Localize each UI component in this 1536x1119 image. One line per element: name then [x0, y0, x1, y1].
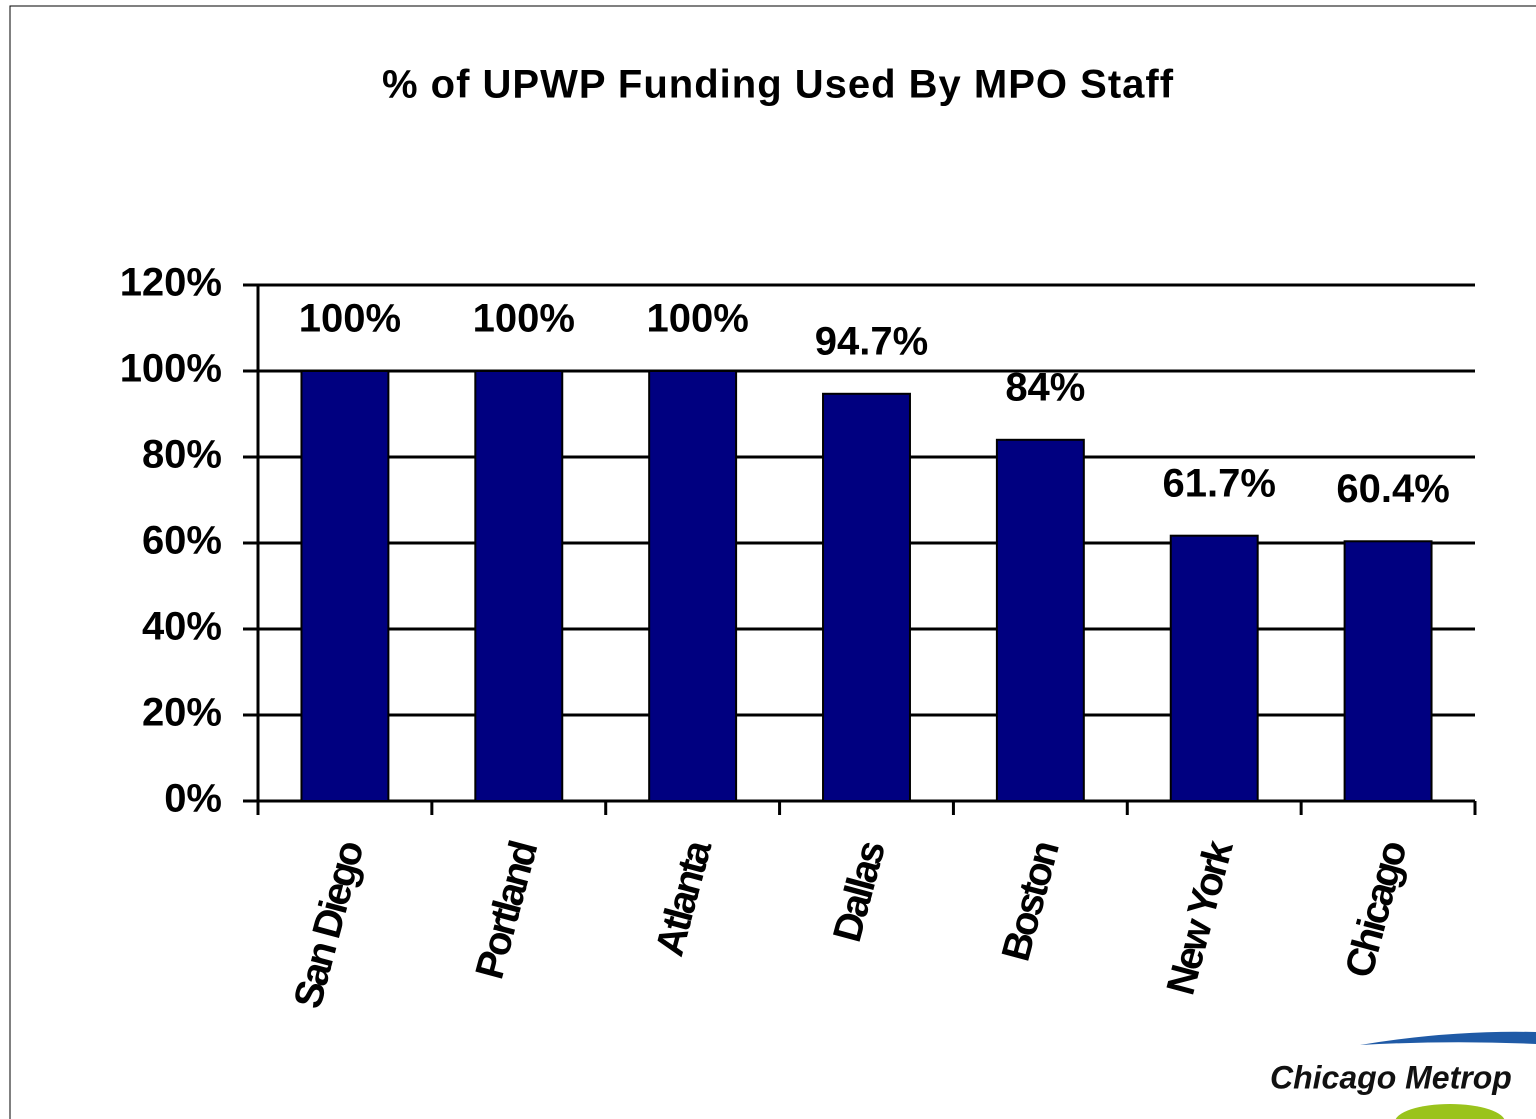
- y-tick-label: 60%: [142, 519, 222, 563]
- y-tick-label: 100%: [120, 347, 222, 391]
- data-label: 94.7%: [815, 319, 928, 363]
- bar: [648, 370, 738, 802]
- x-tick-label: New York: [1159, 835, 1242, 999]
- x-tick-label: San Diego: [286, 837, 373, 1013]
- y-tick-label: 40%: [142, 605, 222, 649]
- logo-badge: [1395, 1104, 1505, 1119]
- logo-swoosh: [1360, 1031, 1536, 1045]
- x-tick-label: Boston: [994, 838, 1068, 966]
- x-tick-label: Portland: [467, 838, 545, 983]
- bar: [1343, 540, 1433, 803]
- bar: [474, 370, 564, 802]
- data-label: 100%: [299, 297, 401, 341]
- data-label: 60.4%: [1336, 467, 1449, 511]
- chart-title: % of UPWP Funding Used By MPO Staff: [382, 63, 1174, 107]
- bar: [1169, 534, 1259, 802]
- y-tick-label: 80%: [142, 433, 222, 477]
- frame: [9, 5, 1536, 1119]
- x-tick-label: Atlanta: [647, 835, 720, 961]
- bar: [995, 438, 1085, 802]
- data-label: 84%: [1005, 365, 1085, 409]
- data-label: 100%: [473, 297, 575, 341]
- logo-text: Chicago Metrop: [1270, 1059, 1512, 1095]
- bar: [300, 370, 390, 802]
- data-label: 61.7%: [1163, 461, 1276, 505]
- y-tick-label: 20%: [142, 691, 222, 735]
- y-tick-label: 120%: [120, 261, 222, 305]
- bar: [822, 392, 911, 802]
- x-tick-label: Chicago: [1337, 837, 1415, 982]
- y-tick-label: 0%: [164, 777, 222, 821]
- x-tick-label: Dallas: [825, 837, 894, 947]
- data-label: 100%: [646, 297, 748, 341]
